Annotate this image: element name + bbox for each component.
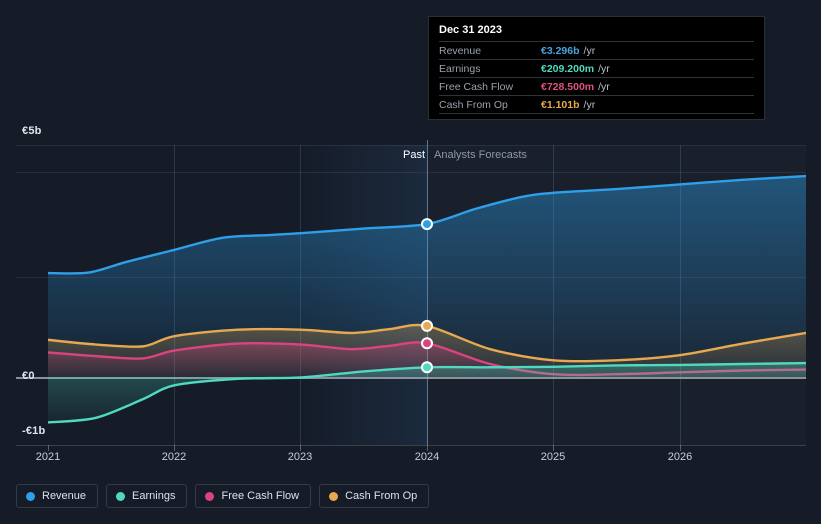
tooltip-label-cash-from-op: Cash From Op <box>439 98 508 111</box>
gridline <box>16 172 806 173</box>
x-axis-label-2026: 2026 <box>667 451 693 463</box>
tooltip-value-free-cash-flow: €728.500m <box>541 80 595 93</box>
analysts-forecasts-label: Analysts Forecasts <box>434 149 527 161</box>
hover-marker-earnings <box>421 361 433 374</box>
series-line-revenue <box>48 174 806 275</box>
gridline <box>16 145 806 146</box>
area-fill-free-cash-flow <box>48 342 806 377</box>
tooltip: Dec 31 2023 Revenue €3.296b /yr Earnings… <box>428 16 765 120</box>
earnings-color-dot-icon <box>116 491 126 501</box>
tooltip-value-cash-from-op: €1.101b <box>541 98 580 111</box>
tooltip-value-earnings: €209.200m <box>541 62 595 75</box>
y-axis-label-top: €5b <box>22 125 42 137</box>
x-axis-tick <box>300 445 301 451</box>
tooltip-row-earnings: Earnings €209.200m /yr <box>439 59 754 77</box>
y-axis-label-zero: €0 <box>22 370 35 382</box>
legend-item-revenue[interactable]: Revenue <box>16 484 99 508</box>
series-line-cash-from-op <box>48 323 806 363</box>
tooltip-label-earnings: Earnings <box>439 62 481 75</box>
zero-gridline <box>16 377 806 379</box>
tooltip-row-free-cash-flow: Free Cash Flow €728.500m /yr <box>439 77 754 95</box>
cash-from-op-color-dot-icon <box>329 491 339 501</box>
area-fill-revenue <box>48 176 806 377</box>
tooltip-date: Dec 31 2023 <box>439 24 502 36</box>
x-axis-label-2024: 2024 <box>414 451 440 463</box>
x-axis-tick <box>427 445 428 451</box>
x-axis-label-2022: 2022 <box>161 451 187 463</box>
x-axis-label-2021: 2021 <box>35 451 61 463</box>
past-label: Past <box>402 149 425 161</box>
legend-item-cash-from-op[interactable]: Cash From Op <box>319 484 430 508</box>
tooltip-row-revenue: Revenue €3.296b /yr <box>439 41 754 59</box>
hover-marker-cash-from-op <box>421 319 433 332</box>
tooltip-unit-earnings: /yr <box>598 62 610 75</box>
revenue-color-dot-icon <box>26 491 35 501</box>
tooltip-label-revenue: Revenue <box>439 44 482 57</box>
tooltip-unit-cash-from-op: /yr <box>583 98 596 111</box>
x-axis-label-2025: 2025 <box>540 451 566 463</box>
legend-item-free-cash-flow[interactable]: Free Cash Flow <box>195 484 312 508</box>
tooltip-footer-rule <box>439 113 754 118</box>
x-axis-tick <box>174 445 175 451</box>
series-line-earnings <box>48 361 806 424</box>
legend-item-earnings[interactable]: Earnings <box>106 484 188 508</box>
tooltip-unit-free-cash-flow: /yr <box>598 80 610 93</box>
hover-marker-revenue <box>421 218 433 231</box>
legend-label-free-cash-flow: Free Cash Flow <box>221 490 300 502</box>
tooltip-unit-revenue: /yr <box>583 44 596 57</box>
x-axis-tick <box>553 445 554 451</box>
y-axis-label-bottom: -€1b <box>22 425 46 437</box>
tooltip-value-revenue: €3.296b <box>541 44 580 57</box>
x-axis-line <box>16 445 806 446</box>
x-axis-label-2023: 2023 <box>287 451 313 463</box>
x-axis-tick <box>680 445 681 451</box>
legend: Revenue Earnings Free Cash Flow Cash Fro… <box>16 484 430 508</box>
legend-label-revenue: Revenue <box>42 490 87 502</box>
x-axis-tick <box>48 445 49 451</box>
tooltip-row-cash-from-op: Cash From Op €1.101b /yr <box>439 95 754 113</box>
tooltip-label-free-cash-flow: Free Cash Flow <box>439 80 514 93</box>
hover-marker-free-cash-flow <box>421 337 433 350</box>
legend-label-earnings: Earnings <box>132 490 176 502</box>
free-cash-flow-color-dot-icon <box>205 491 215 501</box>
legend-label-cash-from-op: Cash From Op <box>345 490 418 502</box>
